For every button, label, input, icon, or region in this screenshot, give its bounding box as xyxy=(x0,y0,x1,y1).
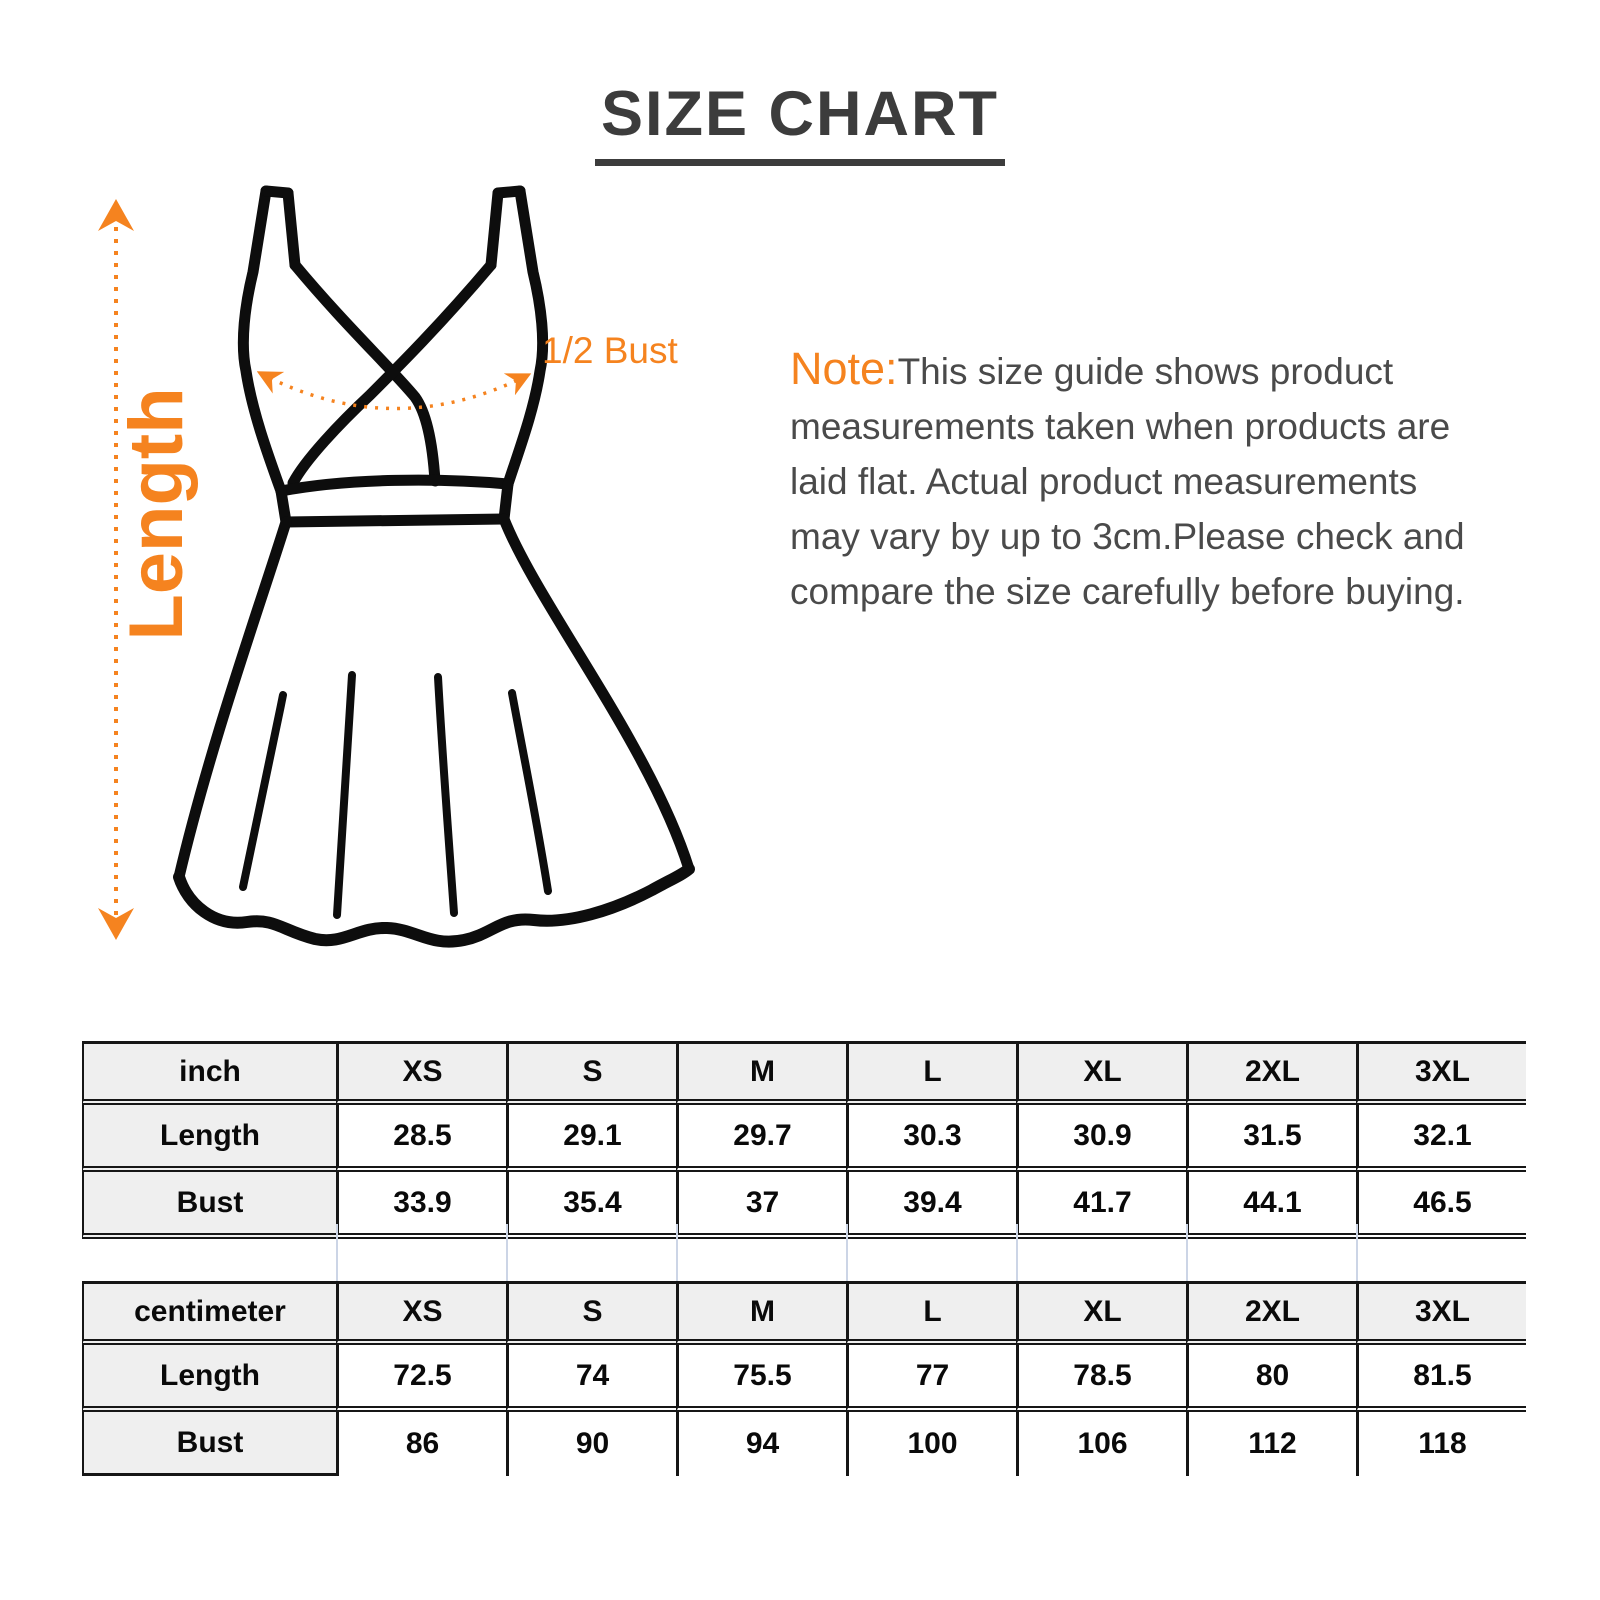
table-header-row: centimeter XS S M L XL 2XL 3XL xyxy=(82,1281,1526,1345)
size-header-cell: 3XL xyxy=(1356,1281,1526,1345)
size-value-cell: 30.9 xyxy=(1016,1105,1186,1172)
inch-size-table: inch XS S M L XL 2XL 3XL Length 28.5 29.… xyxy=(82,1041,1526,1239)
size-header-cell: 2XL xyxy=(1186,1281,1356,1345)
size-value-cell: 29.1 xyxy=(506,1105,676,1172)
size-value-cell: 44.1 xyxy=(1186,1172,1356,1239)
size-value-cell: 39.4 xyxy=(846,1172,1016,1239)
size-header-cell: L xyxy=(846,1281,1016,1345)
size-value-cell: 112 xyxy=(1186,1412,1356,1476)
size-value-cell: 28.5 xyxy=(336,1105,506,1172)
size-value-cell: 75.5 xyxy=(676,1345,846,1412)
size-value-cell: 94 xyxy=(676,1412,846,1476)
note-line: measurements taken when products are xyxy=(790,406,1451,447)
page-title: SIZE CHART xyxy=(595,78,1005,166)
header: SIZE CHART xyxy=(0,78,1600,166)
size-header-cell: L xyxy=(846,1041,1016,1105)
length-arrow-icon xyxy=(98,199,134,940)
size-value-cell: 74 xyxy=(506,1345,676,1412)
size-header-cell: XS xyxy=(336,1281,506,1345)
dress-illustration: Length xyxy=(98,185,695,948)
size-value-cell: 33.9 xyxy=(336,1172,506,1239)
note-label: Note: xyxy=(790,343,898,394)
size-value-cell: 41.7 xyxy=(1016,1172,1186,1239)
size-value-cell: 100 xyxy=(846,1412,1016,1476)
size-value-cell: 35.4 xyxy=(506,1172,676,1239)
table-row: Length 72.5 74 75.5 77 78.5 80 81.5 xyxy=(82,1345,1526,1412)
size-header-cell: S xyxy=(506,1041,676,1105)
measure-label-cell: Bust xyxy=(82,1412,336,1476)
size-value-cell: 46.5 xyxy=(1356,1172,1526,1239)
size-value-cell: 78.5 xyxy=(1016,1345,1186,1412)
table-row: Length 28.5 29.1 29.7 30.3 30.9 31.5 32.… xyxy=(82,1105,1526,1172)
size-header-cell: M xyxy=(676,1041,846,1105)
size-header-cell: 2XL xyxy=(1186,1041,1356,1105)
spreadsheet-gridlines xyxy=(82,1224,1526,1281)
measure-label-cell: Bust xyxy=(82,1172,336,1239)
size-header-cell: S xyxy=(506,1281,676,1345)
note-text: Note:This size guide shows product measu… xyxy=(790,341,1550,619)
cm-size-table: centimeter XS S M L XL 2XL 3XL Length 72… xyxy=(82,1281,1526,1476)
size-value-cell: 80 xyxy=(1186,1345,1356,1412)
note-line: compare the size carefully before buying… xyxy=(790,571,1465,612)
unit-header-cell: centimeter xyxy=(82,1281,336,1345)
bust-label: 1/2 Bust xyxy=(542,330,678,371)
size-value-cell: 118 xyxy=(1356,1412,1526,1476)
measure-label-cell: Length xyxy=(82,1345,336,1412)
table-row: Bust 33.9 35.4 37 39.4 41.7 44.1 46.5 xyxy=(82,1172,1526,1239)
size-value-cell: 77 xyxy=(846,1345,1016,1412)
size-value-cell: 106 xyxy=(1016,1412,1186,1476)
note-line: laid flat. Actual product measurements xyxy=(790,461,1418,502)
note-line: Note:This size guide shows product xyxy=(790,343,1394,394)
size-header-cell: 3XL xyxy=(1356,1041,1526,1105)
table-header-row: inch XS S M L XL 2XL 3XL xyxy=(82,1041,1526,1105)
size-value-cell: 72.5 xyxy=(336,1345,506,1412)
size-value-cell: 31.5 xyxy=(1186,1105,1356,1172)
note-line: may vary by up to 3cm.Please check and xyxy=(790,516,1465,557)
length-label: Length xyxy=(114,387,199,640)
size-value-cell: 86 xyxy=(336,1412,506,1476)
size-value-cell: 32.1 xyxy=(1356,1105,1526,1172)
table-row: Bust 86 90 94 100 106 112 118 xyxy=(82,1412,1526,1476)
unit-header-cell: inch xyxy=(82,1041,336,1105)
size-value-cell: 81.5 xyxy=(1356,1345,1526,1412)
dress-outline xyxy=(173,185,695,948)
measure-label-cell: Length xyxy=(82,1105,336,1172)
size-value-cell: 30.3 xyxy=(846,1105,1016,1172)
size-header-cell: M xyxy=(676,1281,846,1345)
size-header-cell: XL xyxy=(1016,1041,1186,1105)
size-value-cell: 90 xyxy=(506,1412,676,1476)
size-value-cell: 29.7 xyxy=(676,1105,846,1172)
size-value-cell: 37 xyxy=(676,1172,846,1239)
size-header-cell: XL xyxy=(1016,1281,1186,1345)
size-header-cell: XS xyxy=(336,1041,506,1105)
